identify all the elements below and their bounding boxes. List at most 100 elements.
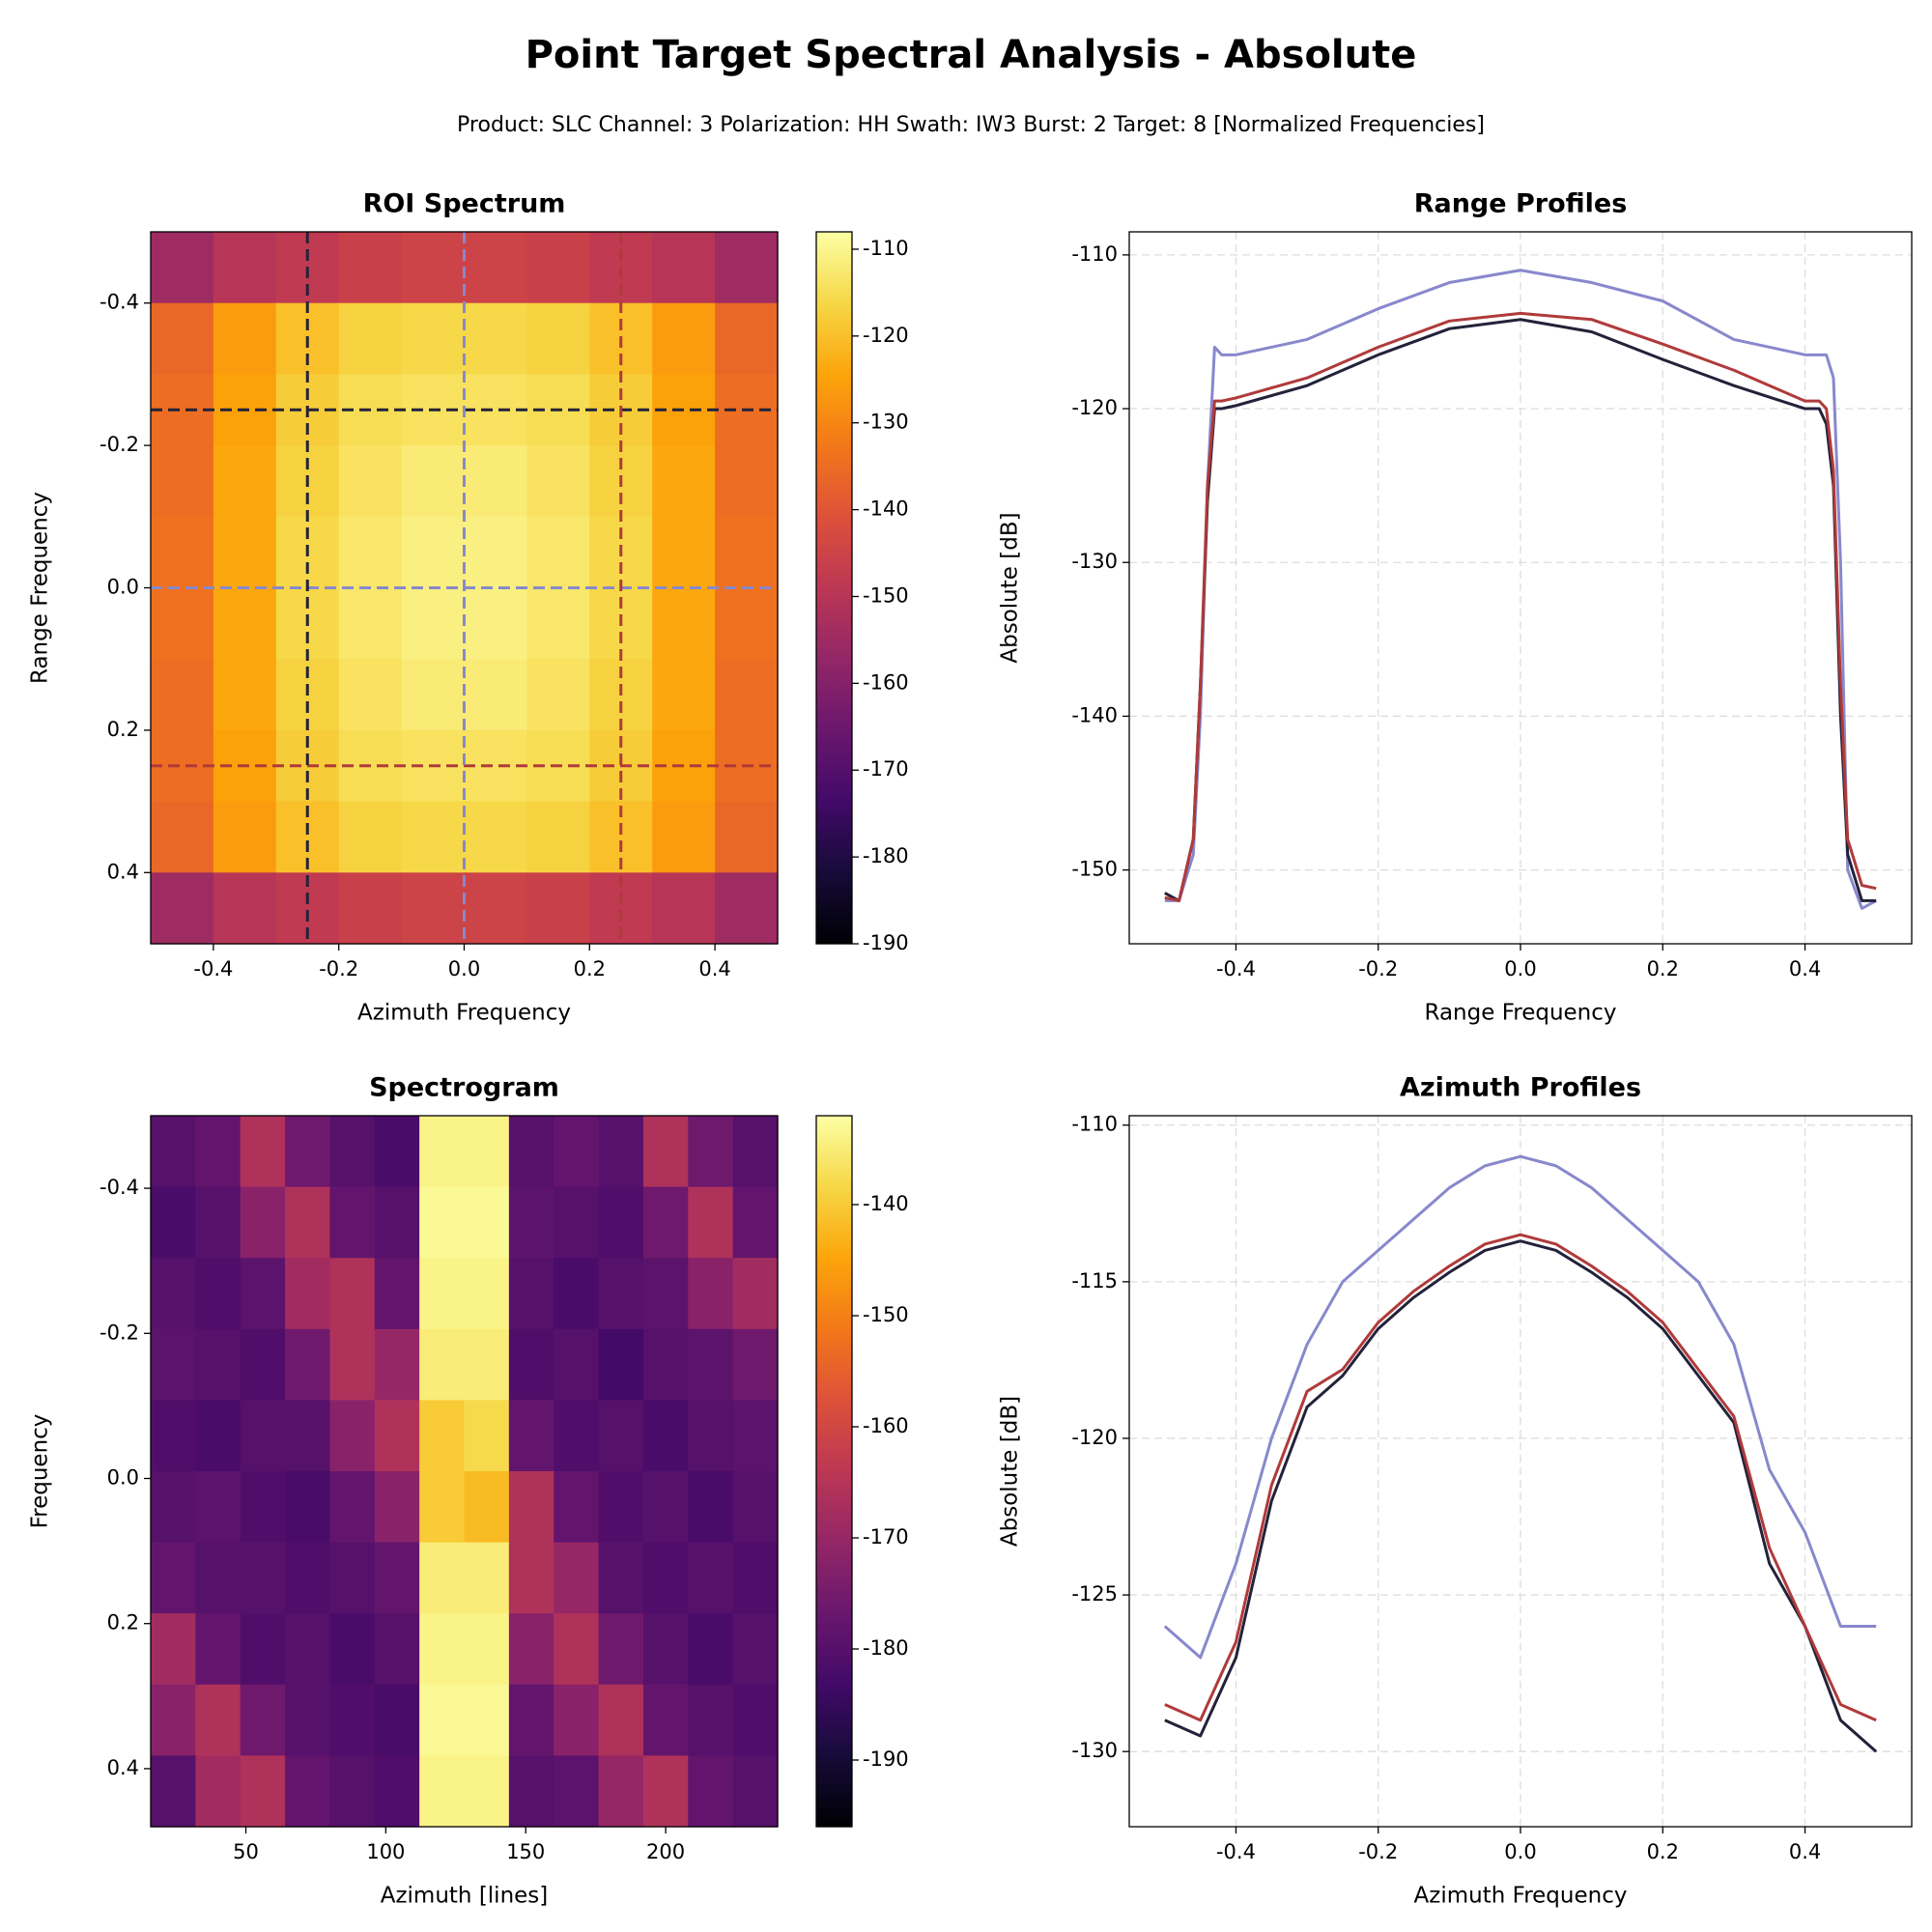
heatmap-cell [338, 587, 403, 660]
x-tick-label: 150 [506, 1840, 545, 1863]
heatmap-cell [652, 801, 716, 873]
heatmap-cell [240, 1400, 286, 1472]
heatmap-cell [285, 1471, 331, 1544]
colorbar-tick-label: -140 [863, 1192, 909, 1215]
heatmap-cell [508, 1471, 554, 1544]
colorbar-tick-label: -190 [863, 1747, 909, 1771]
heatmap-cell [554, 1186, 600, 1259]
y-tick-label: -0.4 [99, 291, 139, 314]
heatmap-cell [526, 516, 590, 589]
heatmap-cell [598, 1258, 644, 1330]
heatmap-cell [732, 1755, 779, 1828]
x-tick-label: 50 [233, 1840, 259, 1863]
heatmap-cell [652, 659, 716, 731]
heatmap-cell [526, 801, 590, 873]
heatmap-cell [688, 1186, 734, 1259]
y-tick-label: -120 [1071, 1426, 1118, 1449]
heatmap-cell [598, 1328, 644, 1401]
profile-line [1164, 1233, 1877, 1722]
heatmap-cell [419, 1471, 466, 1544]
heatmap-cell [401, 445, 466, 518]
y-axis-label: Absolute [dB] [998, 512, 1023, 663]
heatmap-cell [329, 1471, 376, 1544]
colorbar [815, 231, 853, 945]
heatmap-cell [419, 1755, 466, 1828]
heatmap-cell [526, 587, 590, 660]
heatmap-cell [554, 1471, 600, 1544]
x-axis-label: Azimuth Frequency [1414, 1884, 1628, 1909]
heatmap-cell [554, 1613, 600, 1686]
heatmap-cell [688, 1613, 734, 1686]
heatmap-cell [338, 302, 403, 375]
heatmap-cell [374, 1116, 420, 1188]
heatmap-cell [688, 1684, 734, 1756]
heatmap-cell [464, 516, 527, 589]
heatmap-cell [464, 872, 527, 945]
y-tick-label: -115 [1071, 1269, 1118, 1293]
heatmap-cell [374, 1542, 420, 1614]
heatmap-cell [195, 1116, 242, 1188]
profile-line [1163, 1154, 1877, 1660]
y-tick-label: -0.2 [99, 1321, 139, 1344]
heatmap-cell [329, 1258, 376, 1330]
x-tick-label: -0.2 [1358, 957, 1398, 980]
heatmap-cell [508, 1400, 554, 1472]
colorbar [815, 1115, 853, 1828]
heatmap-cell [464, 302, 527, 375]
colorbar-tick-label: -150 [863, 1303, 909, 1326]
heatmap-cell [213, 659, 277, 731]
heatmap-cell [240, 1684, 286, 1756]
heatmap-cell [374, 1186, 420, 1259]
heatmap-cell [652, 232, 716, 304]
heatmap-cell [151, 872, 214, 945]
heatmap-cell [715, 516, 779, 589]
x-tick-label: -0.2 [1358, 1840, 1398, 1863]
x-axis-label: Azimuth Frequency [357, 1001, 571, 1026]
heatmap-cell [508, 1328, 554, 1401]
heatmap-cell [598, 1755, 644, 1828]
heatmap-cell [285, 1684, 331, 1756]
y-tick-label: -120 [1071, 396, 1118, 419]
heatmap-cell [732, 1258, 779, 1330]
heatmap-cell [151, 516, 214, 589]
heatmap-cell [464, 445, 527, 518]
x-tick-label: 0.2 [1647, 1840, 1679, 1863]
heatmap-cell [732, 1471, 779, 1544]
figure-title: Point Target Spectral Analysis - Absolut… [526, 33, 1417, 77]
heatmap-cell [652, 516, 716, 589]
heatmap-cell [526, 659, 590, 731]
heatmap-cell [329, 1400, 376, 1472]
figure-subtitle: Product: SLC Channel: 3 Polarization: HH… [457, 113, 1485, 137]
heatmap-cell [652, 445, 716, 518]
heatmap-cell [464, 232, 527, 304]
heatmap-cell [732, 1613, 779, 1686]
heatmap-cell [374, 1400, 420, 1472]
heatmap-cell [688, 1116, 734, 1188]
heatmap-cell [598, 1542, 644, 1614]
heatmap-cell [213, 445, 277, 518]
heatmap-cell [374, 1613, 420, 1686]
heatmap-cell [598, 1186, 644, 1259]
heatmap-cell [508, 1755, 554, 1828]
y-tick-label: -140 [1071, 703, 1118, 726]
heatmap-cell [464, 659, 527, 731]
heatmap-cell [688, 1755, 734, 1828]
heatmap-cell [642, 1755, 689, 1828]
y-tick-label: -0.2 [99, 433, 139, 456]
heatmap-cell [715, 801, 779, 873]
heatmap-cell [464, 587, 527, 660]
panel-title: Range Profiles [1414, 189, 1628, 219]
heatmap-cell [688, 1258, 734, 1330]
heatmap-cell [285, 1400, 331, 1472]
heatmap-cell [554, 1755, 600, 1828]
heatmap-cell [688, 1542, 734, 1614]
heatmap-cell [526, 232, 590, 304]
colorbar-tick-label: -180 [863, 1636, 909, 1660]
heatmap-cell [642, 1116, 689, 1188]
heatmap-cell [151, 1186, 196, 1259]
heatmap-cell [598, 1116, 644, 1188]
heatmap-cell [338, 659, 403, 731]
heatmap-cell [554, 1116, 600, 1188]
